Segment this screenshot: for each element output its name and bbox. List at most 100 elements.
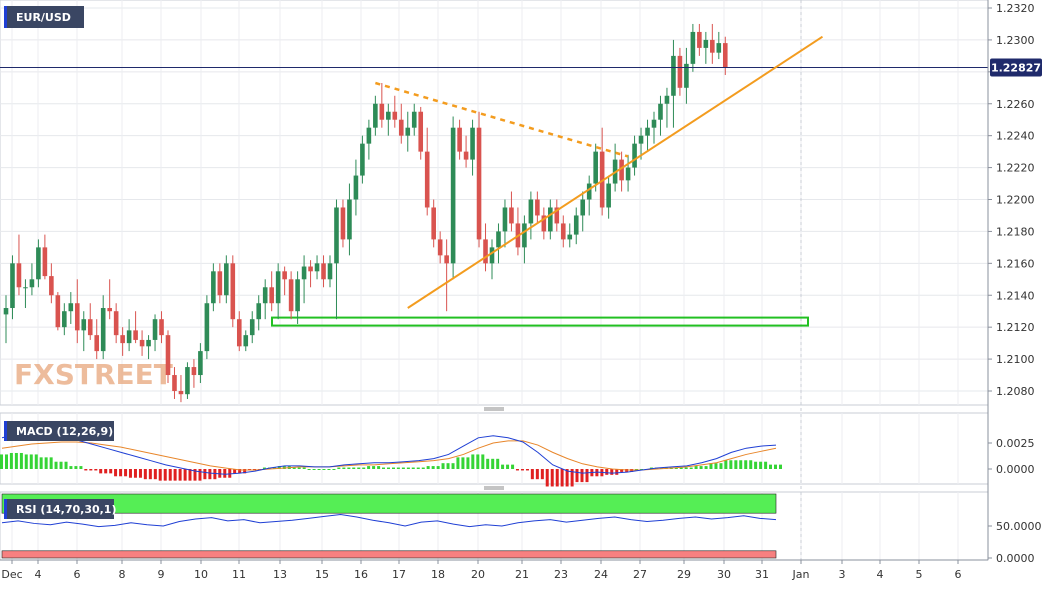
candle-body bbox=[431, 207, 436, 240]
candle-body bbox=[16, 263, 22, 288]
macd-histogram-bar bbox=[94, 469, 98, 471]
macd-label: MACD (12,26,9) bbox=[16, 425, 113, 438]
y-tick-label: 1.2120 bbox=[996, 321, 1035, 334]
candle-body bbox=[476, 127, 482, 240]
macd-histogram-bar bbox=[163, 469, 167, 481]
macd-histogram-bar bbox=[173, 469, 177, 481]
candle-body bbox=[3, 308, 9, 315]
candle-body bbox=[625, 167, 631, 181]
rsi-panel bbox=[1, 493, 777, 559]
macd-histogram-bar bbox=[769, 464, 772, 469]
candle-body bbox=[554, 207, 560, 224]
macd-histogram-bar bbox=[759, 461, 763, 469]
candle-body bbox=[191, 367, 197, 376]
candle-body bbox=[560, 223, 566, 240]
candle-body bbox=[74, 303, 80, 331]
macd-histogram-bar bbox=[372, 466, 376, 469]
candle-body bbox=[366, 127, 372, 144]
candle-body bbox=[489, 247, 495, 264]
candle-body bbox=[172, 375, 177, 391]
macd-histogram-bar bbox=[565, 469, 569, 487]
macd-panel bbox=[0, 433, 782, 487]
macd-histogram-bar bbox=[550, 469, 554, 487]
candle-body bbox=[139, 339, 145, 347]
macd-histogram-bar bbox=[446, 463, 450, 469]
x-tick-label: 11 bbox=[232, 568, 246, 581]
macd-histogram-bar bbox=[128, 469, 132, 478]
macd-histogram-bar bbox=[178, 469, 182, 481]
candle-body bbox=[10, 263, 15, 309]
macd-histogram-bar bbox=[709, 463, 713, 469]
macd-histogram-bar bbox=[431, 466, 435, 469]
x-tick-label: 4 bbox=[35, 568, 42, 581]
rsi-label-accent bbox=[4, 499, 7, 519]
macd-histogram-bar bbox=[699, 466, 703, 469]
macd-histogram-bar bbox=[362, 467, 366, 469]
y-tick-label: 1.2300 bbox=[996, 34, 1035, 47]
macd-histogram-bar bbox=[515, 469, 519, 471]
candle-body bbox=[651, 119, 657, 128]
macd-histogram-bar bbox=[441, 463, 445, 469]
macd-histogram-bar bbox=[734, 460, 738, 469]
candle-body bbox=[573, 215, 579, 235]
macd-histogram-bar bbox=[54, 461, 58, 469]
x-tick-label: 17 bbox=[392, 568, 406, 581]
candle-body bbox=[710, 39, 715, 53]
macd-histogram-bar bbox=[694, 466, 698, 469]
macd-histogram-bar bbox=[148, 469, 152, 480]
candle-body bbox=[211, 271, 216, 304]
macd-histogram-bar bbox=[327, 469, 331, 470]
descending-trendline bbox=[375, 81, 629, 158]
rsi-overbought-band bbox=[1, 493, 777, 514]
macd-histogram-bar bbox=[49, 457, 53, 469]
candle-body bbox=[81, 319, 87, 331]
macd-histogram-bar bbox=[387, 467, 390, 469]
macd-histogram-bar bbox=[19, 452, 23, 469]
macd-histogram-bar bbox=[367, 466, 371, 469]
x-tick-label: 30 bbox=[717, 568, 731, 581]
macd-histogram-bar bbox=[337, 467, 341, 469]
macd-histogram-bar bbox=[674, 467, 678, 469]
fxstreet-watermark: FXSTREET bbox=[14, 358, 173, 391]
y-tick-label: 1.2220 bbox=[996, 162, 1035, 175]
macd-histogram-bar bbox=[506, 464, 510, 469]
current-price-text: 1.22827 bbox=[991, 62, 1041, 75]
candle-body bbox=[321, 263, 326, 280]
macd-histogram-bar bbox=[774, 464, 777, 469]
macd-histogram-bar bbox=[158, 469, 162, 481]
macd-histogram-bar bbox=[104, 469, 108, 474]
x-tick-label: Dec bbox=[1, 568, 22, 581]
candle-body bbox=[405, 127, 411, 136]
macd-histogram-bar bbox=[555, 469, 559, 487]
y-tick-label: 1.2080 bbox=[996, 385, 1035, 398]
candle-body bbox=[502, 207, 508, 232]
macd-histogram-bar bbox=[312, 469, 316, 470]
candle-body bbox=[463, 151, 469, 160]
macd-histogram-bar bbox=[615, 469, 619, 475]
x-tick-label: 10 bbox=[194, 568, 208, 581]
macd-histogram-bar bbox=[525, 469, 529, 471]
candle-body bbox=[230, 263, 236, 320]
candle-body bbox=[619, 159, 624, 181]
y-tick-label: 1.2320 bbox=[996, 2, 1035, 15]
macd-histogram-bar bbox=[84, 469, 88, 471]
symbol-label-accent bbox=[4, 6, 7, 28]
candle-body bbox=[677, 55, 683, 88]
x-tick-label: 5 bbox=[916, 568, 923, 581]
candle-body bbox=[314, 263, 320, 272]
x-tick-label: 13 bbox=[273, 568, 287, 581]
macd-histogram-bar bbox=[416, 467, 420, 469]
macd-histogram-bar bbox=[580, 469, 584, 483]
candle-body bbox=[198, 351, 203, 376]
candle-body bbox=[165, 335, 171, 376]
candle-body bbox=[690, 31, 696, 64]
candle-body bbox=[308, 266, 313, 272]
x-tick-label: 23 bbox=[554, 568, 568, 581]
candle-body bbox=[29, 279, 35, 288]
candle-body bbox=[360, 143, 365, 176]
macd-histogram-bar bbox=[119, 469, 123, 477]
rsi-label-bg bbox=[4, 499, 114, 519]
candle-body bbox=[548, 207, 553, 232]
macd-histogram-bar bbox=[704, 466, 708, 469]
